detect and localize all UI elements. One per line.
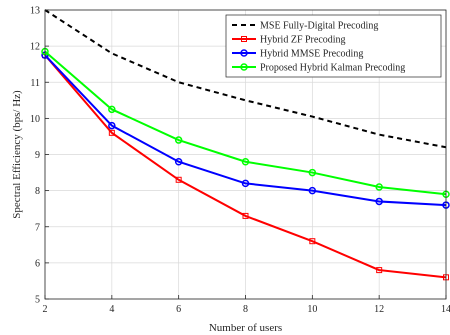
legend-item: Hybrid ZF Precoding xyxy=(232,35,346,46)
legend-item: MSE Fully-Digital Precoding xyxy=(232,21,378,32)
axis-ticks: 2 4 6 8 10 12 14 5 6 7 8 9 10 11 12 13 xyxy=(30,6,450,316)
legend-marker xyxy=(241,36,247,42)
y-tick-label: 11 xyxy=(30,78,40,89)
y-tick-label: 5 xyxy=(35,295,40,306)
data-point xyxy=(108,105,116,114)
data-point xyxy=(108,121,116,130)
x-tick-label: 8 xyxy=(243,304,248,315)
x-tick-label: 10 xyxy=(307,304,317,315)
x-tick-label: 12 xyxy=(374,304,384,315)
data-point xyxy=(375,183,383,191)
legend-marker xyxy=(240,63,248,71)
x-tick-label: 2 xyxy=(43,304,48,315)
y-axis-label: Spectral Efficiency (bps/ Hz) xyxy=(11,90,23,219)
y-tick-label: 13 xyxy=(30,6,40,17)
legend-box xyxy=(225,14,442,78)
y-tick-label: 8 xyxy=(35,186,40,197)
data-point xyxy=(242,212,249,219)
series-line xyxy=(44,50,447,196)
data-point xyxy=(174,157,183,166)
legend-item: Proposed Hybrid Kalman Precoding xyxy=(232,63,405,74)
legend-label: Hybrid ZF Precoding xyxy=(260,35,346,46)
legend-label: Hybrid MMSE Precoding xyxy=(260,49,363,60)
data-point xyxy=(241,157,250,166)
x-tick-label: 4 xyxy=(109,304,114,315)
y-tick-label: 10 xyxy=(30,114,40,125)
series-layer xyxy=(41,9,450,281)
y-tick-label: 6 xyxy=(35,258,40,269)
x-tick-label: 14 xyxy=(441,304,450,315)
data-point xyxy=(375,197,383,206)
data-point xyxy=(174,136,183,144)
data-point xyxy=(175,176,182,183)
data-point xyxy=(308,168,317,177)
x-tick-label: 6 xyxy=(176,304,181,315)
series-2 xyxy=(41,51,450,209)
y-tick-label: 7 xyxy=(35,222,40,233)
series-line xyxy=(44,54,447,279)
legend-label: MSE Fully-Digital Precoding xyxy=(260,21,378,32)
x-axis-label: Number of users xyxy=(209,322,282,334)
data-point xyxy=(108,129,115,136)
y-tick-label: 9 xyxy=(35,150,40,161)
legend-item: Hybrid MMSE Precoding xyxy=(232,49,363,60)
data-point xyxy=(241,179,250,188)
data-point xyxy=(308,186,317,195)
data-point xyxy=(376,267,383,274)
y-tick-label: 12 xyxy=(30,42,40,53)
data-point xyxy=(309,238,316,245)
legend: MSE Fully-Digital Precoding Hybrid ZF Pre… xyxy=(225,14,442,78)
legend-label: Proposed Hybrid Kalman Precoding xyxy=(260,63,405,74)
legend-marker xyxy=(240,49,248,57)
series-line xyxy=(44,54,447,207)
